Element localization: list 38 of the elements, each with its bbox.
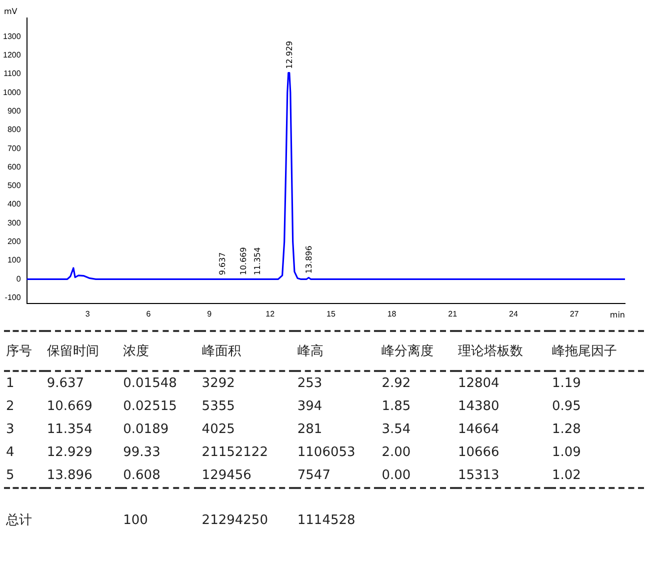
y-tick-label: 900 xyxy=(7,106,22,116)
y-tick-label: 1300 xyxy=(3,32,22,41)
x-tick-label: 9 xyxy=(207,309,212,318)
text: 1 9.637 0.01548 3292 253 2.92 12804 1.19 xyxy=(6,376,581,391)
y-tick-label: 600 xyxy=(7,162,22,172)
y-tick-label: 700 xyxy=(7,144,22,153)
x-tick-label: 3 xyxy=(85,309,90,318)
text: 3 11.354 0.0189 4025 281 3.54 14664 1.28 xyxy=(6,422,581,437)
y-tick-label: 100 xyxy=(7,256,22,265)
y-tick-label: 1100 xyxy=(4,69,22,78)
y-tick-label: 1200 xyxy=(3,50,22,60)
text: 总计 100 21294250 1114528 xyxy=(6,512,356,528)
text: 序号 保留时间 浓度 峰面积 峰高 峰分离度 理论塔板数 峰拖尾因子 xyxy=(6,344,617,359)
y-tick-label: -100 xyxy=(4,293,22,302)
annotation: 10.669 xyxy=(239,247,248,276)
text: 5 13.896 0.608 129456 7547 0.00 15313 1.02 xyxy=(6,468,581,483)
text: 4 12.929 99.33 21152122 1106053 2.00 10666 1.09 xyxy=(6,445,581,460)
x-tick-label: 27 xyxy=(570,309,580,318)
annotation: 11.354 xyxy=(253,247,262,276)
annotation: 9.637 xyxy=(218,252,228,276)
x-tick-label: 15 xyxy=(326,309,336,318)
y-tick-label: 300 xyxy=(7,218,22,228)
y-tick-label: 400 xyxy=(7,200,22,209)
y-tick-label: 0 xyxy=(16,274,22,284)
x-tick-label: 12 xyxy=(266,309,276,318)
x-tick-label: 6 xyxy=(146,309,152,318)
text: 2 10.669 0.02515 5355 394 1.85 14380 0.95 xyxy=(6,399,581,414)
y-tick-label: 500 xyxy=(7,181,22,190)
x-axis-title: min xyxy=(610,310,625,320)
annotation: 13.896 xyxy=(304,246,314,274)
annotation: 12.929 xyxy=(284,40,294,69)
y-axis-title: mV xyxy=(4,7,18,16)
x-tick-label: 21 xyxy=(448,309,458,318)
x-tick-label: 18 xyxy=(387,309,397,318)
x-tick-label: 24 xyxy=(509,309,518,318)
y-tick-label: 800 xyxy=(7,125,22,134)
y-tick-label: 1000 xyxy=(3,88,22,97)
y-tick-label: 200 xyxy=(7,237,22,246)
